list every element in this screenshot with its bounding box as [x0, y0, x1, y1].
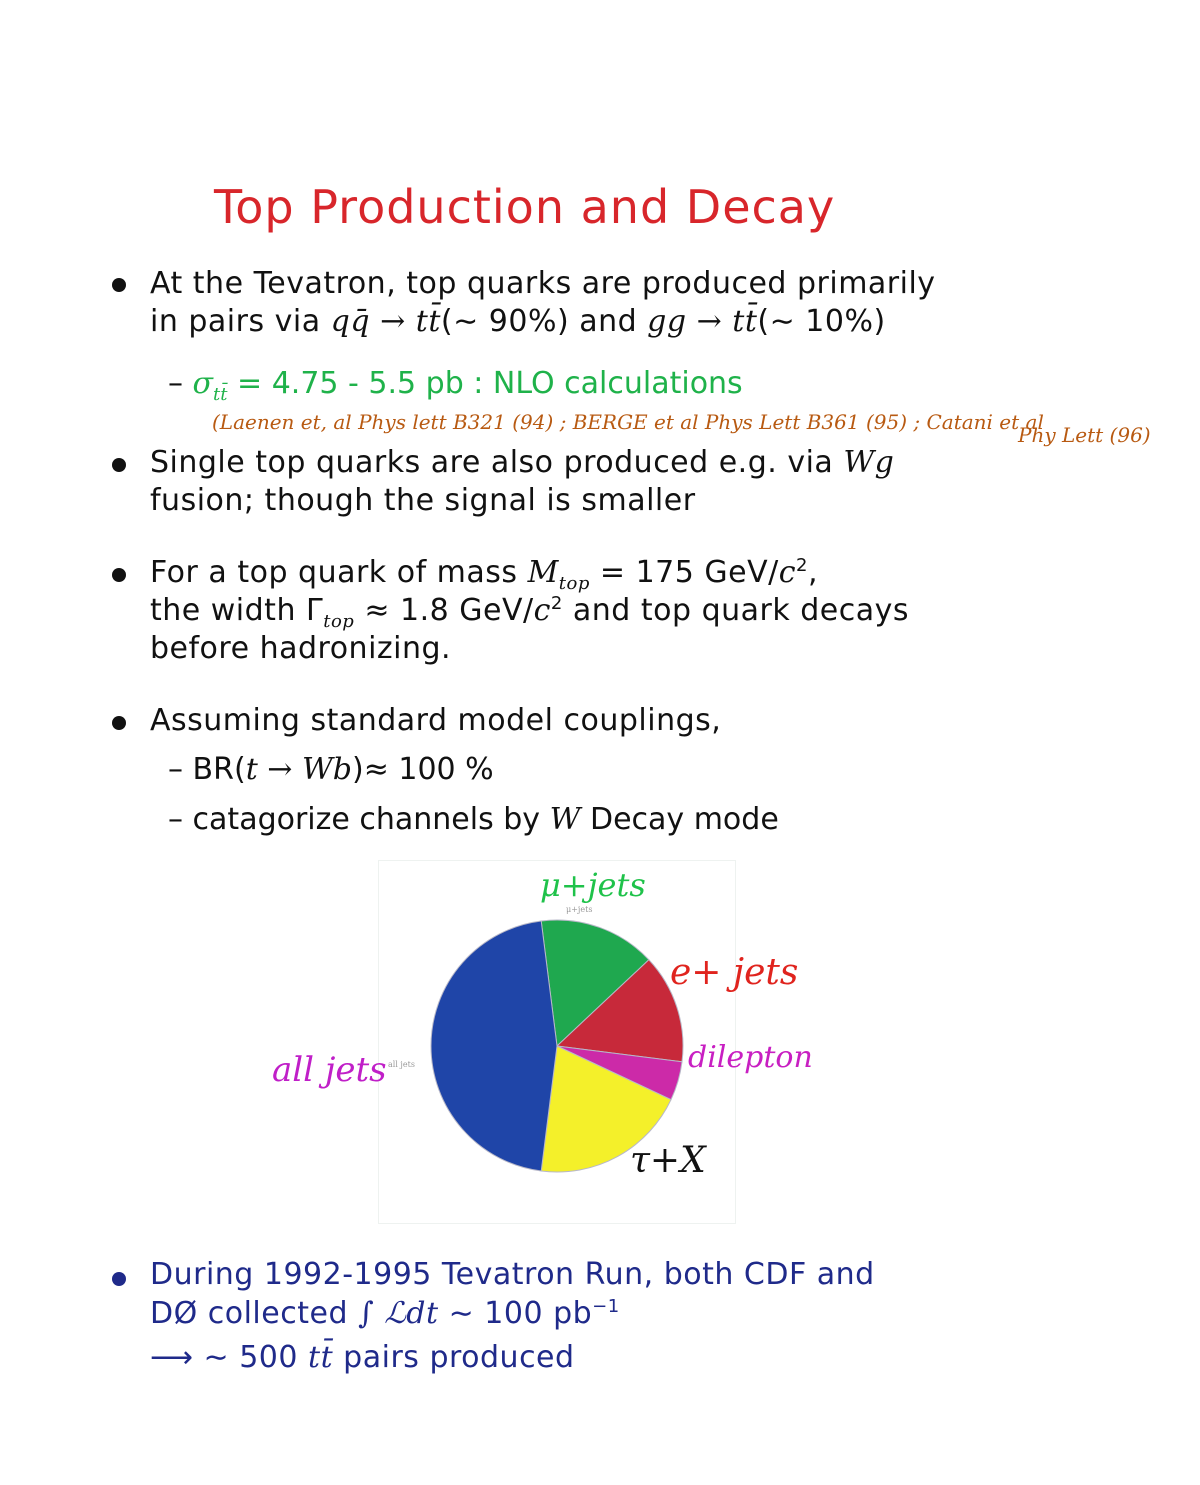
exponent: −1	[592, 1296, 620, 1317]
math: tt̄	[308, 1340, 334, 1375]
text: DØ collected	[150, 1296, 359, 1331]
math: c	[778, 555, 797, 590]
text: ,	[808, 555, 819, 590]
text: (∼ 90%) and	[440, 304, 648, 339]
text: Decay mode	[580, 802, 779, 837]
exponent: 2	[550, 593, 563, 614]
text: Single top quarks are also produced e.g.…	[150, 445, 844, 480]
bullet-dot	[112, 1272, 126, 1286]
label-dilepton: dilepton	[688, 1040, 813, 1075]
math-sub: top	[558, 573, 590, 594]
label-mu-jets: μ+jets	[540, 866, 646, 904]
pie-slice--jets	[540, 919, 650, 1048]
text: = 175 GeV/	[589, 555, 779, 590]
label-all-jets: all jets	[272, 1050, 387, 1090]
label-e-jets: e+ jets	[670, 952, 799, 993]
math: c	[533, 593, 551, 628]
dash: –	[168, 752, 193, 787]
bullet3-line3: before hadronizing.	[150, 631, 452, 666]
bullet-dot	[112, 278, 126, 292]
math: σ	[192, 366, 214, 401]
text: in pairs via	[150, 304, 331, 339]
bullet3-line1: For a top quark of mass Mtop = 175 GeV/c…	[150, 555, 818, 594]
text: pairs produced	[333, 1340, 575, 1375]
text: = 4.75 - 5.5 pb : NLO calculations	[227, 366, 743, 401]
text: ≈ 1.8 GeV/	[354, 593, 534, 628]
math-sub: top	[323, 611, 355, 632]
math: t → Wb	[245, 752, 352, 787]
small-label-all-jets: all jets	[388, 1060, 415, 1069]
math: W	[549, 802, 581, 837]
bullet-dot	[112, 716, 126, 730]
text: (∼ 10%)	[757, 304, 886, 339]
dash: –	[168, 802, 193, 837]
text: For a top quark of mass	[150, 555, 528, 590]
math-sub: tt̄	[213, 384, 228, 405]
bullet4-sub1: – BR(t → Wb)≈ 100 %	[168, 752, 494, 787]
bullet-dot	[112, 568, 126, 582]
bullet5-line3: ⟶ ∼ 500 tt̄ pairs produced	[150, 1340, 575, 1375]
cross-section-line: – σtt̄ = 4.75 - 5.5 pb : NLO calculation…	[168, 366, 743, 405]
pie-slice-e-jets	[555, 959, 684, 1063]
bullet1-line2: in pairs via qq̄ → tt̄(∼ 90%) and gg → t…	[150, 304, 886, 339]
exponent: 2	[796, 555, 808, 576]
math: gg → tt̄	[647, 304, 758, 339]
text: and top quark decays	[562, 593, 910, 628]
text: ⟶ ∼ 500	[150, 1340, 309, 1375]
math: M	[527, 555, 559, 590]
text: )≈ 100 %	[352, 752, 494, 787]
dash: –	[168, 366, 193, 401]
label-tau-x: τ+X	[630, 1140, 706, 1181]
small-label-mu-jets: μ+jets	[566, 905, 593, 914]
page-title: Top Production and Decay	[214, 180, 836, 234]
bullet5-line2: DØ collected ∫ ℒdt ∼ 100 pb−1	[150, 1296, 620, 1331]
bullet5-line1: During 1992-1995 Tevatron Run, both CDF …	[150, 1257, 875, 1292]
bullet2-line2: fusion; though the signal is smaller	[150, 483, 696, 518]
handwritten-reference-2: Phy Lett (96)	[1018, 423, 1151, 447]
bullet4-sub2: – catagorize channels by W Decay mode	[168, 802, 779, 837]
bullet-dot	[112, 458, 126, 472]
bullet4-line1: Assuming standard model couplings,	[150, 703, 722, 738]
pie-slice--x	[540, 1045, 672, 1173]
bullet2-line1: Single top quarks are also produced e.g.…	[150, 445, 894, 480]
text: catagorize channels by	[192, 802, 550, 837]
bullet1-line1: At the Tevatron, top quarks are produced…	[150, 266, 936, 301]
math: Wg	[843, 445, 895, 480]
text: the width Γ	[150, 593, 324, 628]
text: BR(	[192, 752, 246, 787]
bullet3-line2: the width Γtop ≈ 1.8 GeV/c2 and top quar…	[150, 593, 909, 632]
math: ∫ ℒdt	[358, 1296, 439, 1331]
handwritten-reference: (Laenen et, al Phys lett B321 (94) ; BER…	[212, 410, 1044, 434]
pie-chart-frame	[378, 860, 736, 1224]
pie-slice-all-jets	[430, 920, 558, 1172]
math: qq̄ → tt̄	[330, 304, 441, 339]
text: ∼ 100 pb	[438, 1296, 593, 1331]
